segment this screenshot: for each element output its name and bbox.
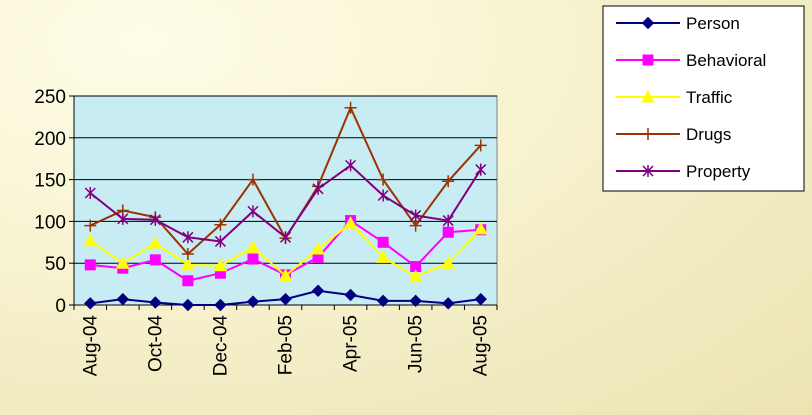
legend-box bbox=[602, 5, 805, 192]
point-traffic-marker bbox=[213, 258, 228, 272]
legend-drugs-marker bbox=[642, 128, 654, 140]
point-property-marker bbox=[182, 231, 194, 244]
point-person-marker bbox=[149, 296, 162, 309]
point-traffic-marker bbox=[376, 250, 390, 263]
legend-item-person: Person bbox=[616, 14, 740, 33]
legend-behavioral-marker bbox=[642, 54, 654, 66]
point-traffic-marker bbox=[148, 236, 163, 249]
y-tick-label: 50 bbox=[45, 254, 66, 275]
x-tick-label: Dec-04 bbox=[210, 315, 231, 377]
point-traffic-marker bbox=[246, 240, 260, 253]
point-person-marker bbox=[181, 298, 195, 312]
legend-label-property: Property bbox=[686, 162, 751, 181]
point-drugs-marker bbox=[409, 219, 422, 232]
axes: 0 50 100 150 200 250 Aug-04 Oct-04 Dec-04 Feb-05 A… bbox=[34, 87, 498, 377]
point-drugs-marker bbox=[246, 173, 259, 186]
point-property-marker bbox=[149, 213, 161, 226]
x-tick-label: Jun-05 bbox=[406, 315, 427, 373]
point-drugs-marker bbox=[474, 139, 487, 152]
point-person-marker bbox=[214, 298, 227, 312]
legend-item-property: Property bbox=[616, 162, 751, 181]
legend-person-marker bbox=[641, 16, 655, 30]
legend-item-traffic: Traffic bbox=[616, 88, 733, 107]
point-property-marker bbox=[214, 235, 226, 248]
x-tick-label: Feb-05 bbox=[276, 315, 297, 375]
point-person-marker bbox=[84, 297, 97, 310]
point-drugs-marker bbox=[344, 101, 357, 114]
point-property-marker bbox=[410, 209, 422, 222]
point-traffic-marker bbox=[181, 257, 195, 271]
point-behavioral-marker bbox=[247, 253, 259, 265]
point-person-marker bbox=[311, 284, 325, 297]
legend-label-behavioral: Behavioral bbox=[686, 51, 766, 70]
point-property-marker bbox=[475, 163, 487, 176]
point-property-marker bbox=[377, 189, 389, 202]
point-person-marker bbox=[474, 292, 487, 306]
point-traffic-marker bbox=[83, 233, 98, 247]
point-behavioral-marker bbox=[377, 236, 389, 248]
legend-property-marker bbox=[642, 165, 654, 177]
point-drugs-marker bbox=[84, 219, 97, 232]
y-tick-label: 100 bbox=[34, 212, 66, 233]
legend-item-behavioral: Behavioral bbox=[616, 51, 766, 70]
point-drugs-marker bbox=[181, 248, 194, 261]
point-traffic-marker bbox=[115, 256, 130, 269]
series-traffic bbox=[83, 216, 488, 283]
point-behavioral-marker bbox=[149, 254, 161, 266]
point-person-marker bbox=[116, 292, 130, 306]
legend: Person Behavioral Traffic Drugs Property bbox=[602, 5, 805, 192]
x-tick-label: Aug-04 bbox=[80, 315, 101, 377]
point-behavioral-marker bbox=[84, 259, 96, 271]
series-person bbox=[84, 284, 487, 312]
legend-label-traffic: Traffic bbox=[686, 88, 733, 107]
series-layer bbox=[83, 101, 488, 312]
y-tick-label: 150 bbox=[34, 171, 66, 192]
point-behavioral-marker bbox=[182, 275, 194, 287]
legend-item-drugs: Drugs bbox=[616, 125, 731, 144]
point-behavioral-marker bbox=[442, 226, 454, 238]
y-tick-label: 0 bbox=[55, 296, 66, 317]
point-person-marker bbox=[441, 297, 455, 310]
point-traffic-marker bbox=[473, 221, 488, 235]
point-traffic-marker bbox=[441, 256, 456, 269]
point-person-marker bbox=[344, 288, 357, 302]
point-traffic-marker bbox=[311, 241, 325, 255]
point-person-marker bbox=[409, 294, 422, 308]
point-property-marker bbox=[84, 186, 96, 199]
point-property-marker bbox=[117, 212, 129, 225]
point-property-marker bbox=[247, 205, 259, 218]
point-person-marker bbox=[376, 294, 390, 308]
point-property-marker bbox=[345, 159, 357, 172]
point-person-marker bbox=[279, 292, 292, 306]
y-tick-label: 200 bbox=[34, 129, 66, 150]
x-tick-label: Aug-05 bbox=[471, 315, 492, 376]
point-property-marker bbox=[442, 214, 454, 227]
legend-traffic-marker bbox=[641, 89, 655, 103]
point-drugs-marker bbox=[214, 218, 227, 231]
legend-label-drugs: Drugs bbox=[686, 125, 731, 144]
series-property bbox=[84, 159, 487, 248]
point-property-marker bbox=[312, 182, 324, 195]
point-traffic-marker bbox=[408, 269, 423, 283]
point-drugs-marker bbox=[377, 173, 390, 186]
x-tick-label: Oct-04 bbox=[145, 315, 166, 372]
point-property-marker bbox=[279, 231, 292, 244]
legend-label-person: Person bbox=[686, 14, 740, 33]
y-tick-label: 250 bbox=[34, 87, 66, 108]
point-traffic-marker bbox=[343, 216, 358, 229]
x-tick-label: Apr-05 bbox=[341, 315, 362, 372]
point-person-marker bbox=[246, 295, 260, 308]
point-traffic-marker bbox=[278, 268, 293, 282]
point-drugs-marker bbox=[442, 175, 455, 188]
